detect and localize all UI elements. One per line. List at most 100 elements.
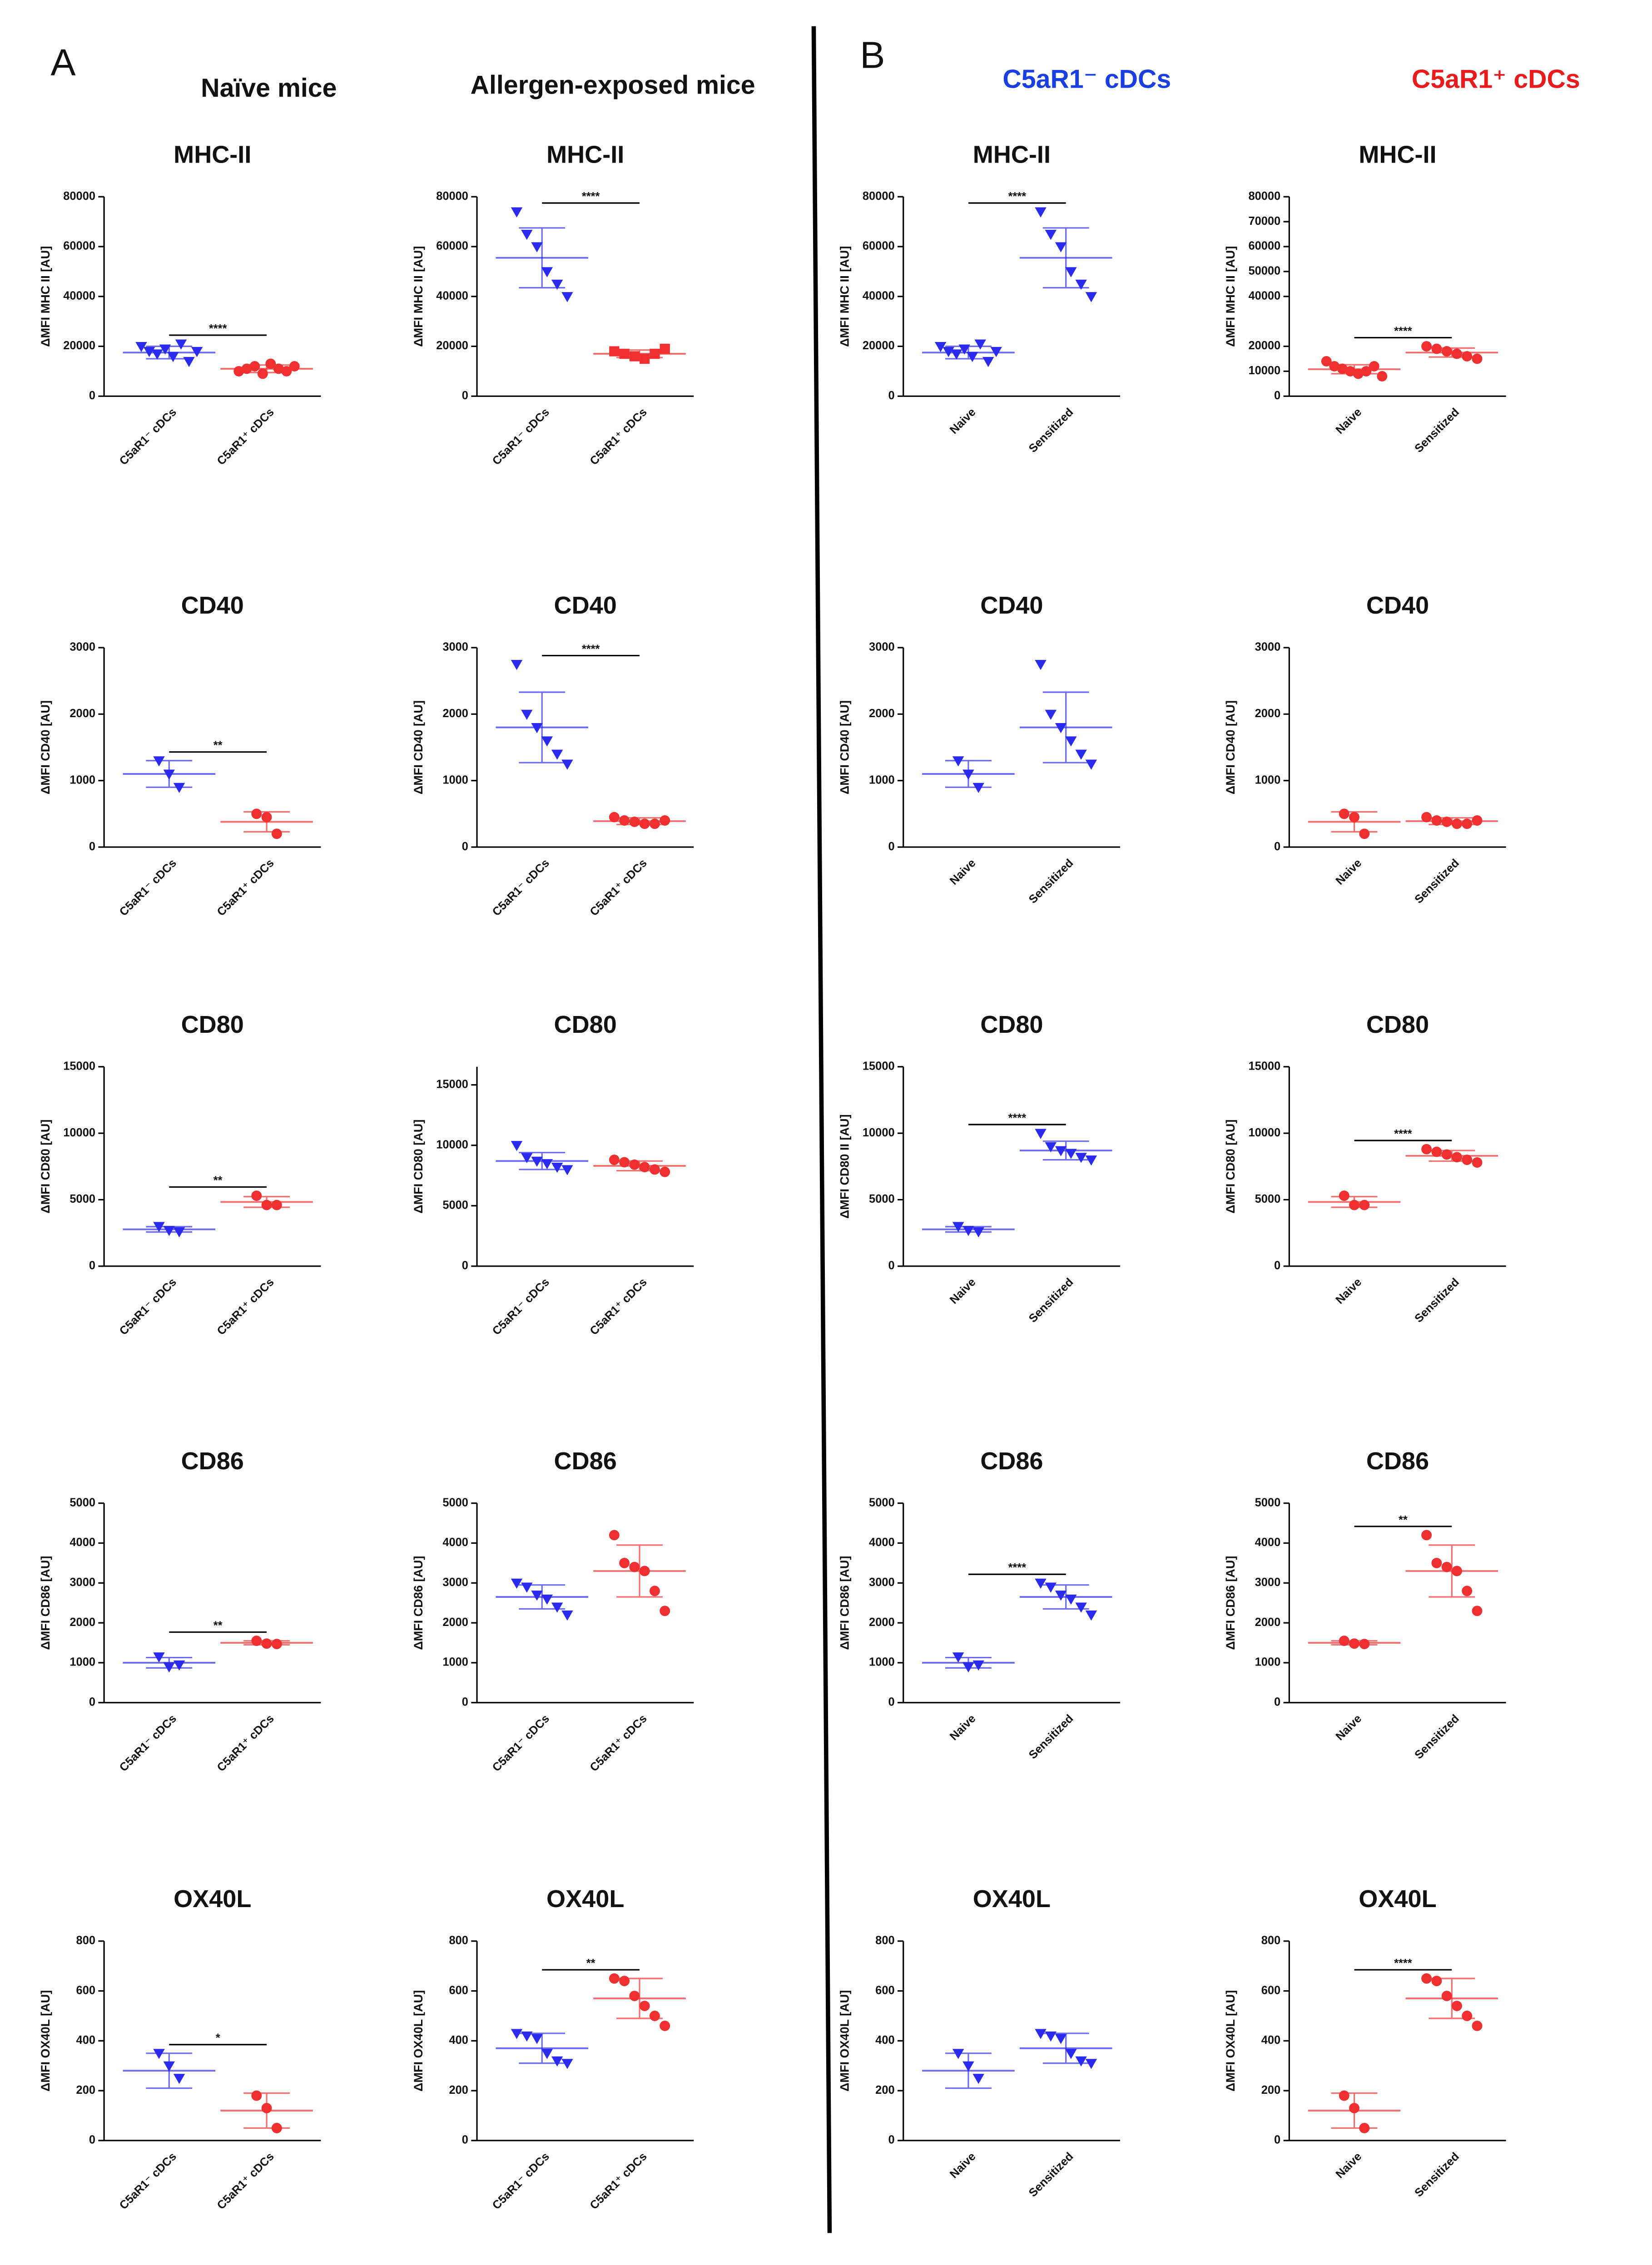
point	[551, 2056, 563, 2067]
point	[1055, 2034, 1067, 2044]
y-tick-label: 40000	[436, 289, 468, 302]
sd-bar	[519, 691, 566, 763]
point	[1321, 356, 1332, 367]
point	[1431, 1557, 1442, 1568]
x-tick-label: Naive	[948, 406, 978, 436]
y-tick-label: 2000	[442, 1616, 468, 1629]
point	[1462, 2011, 1473, 2021]
point	[551, 279, 563, 290]
x-tick-label: C5aR1⁻ cDCs	[490, 1712, 552, 1774]
y-tick-label: 200	[449, 2084, 468, 2096]
y-tick-label: 80000	[1248, 190, 1280, 203]
significance-label: ****	[1394, 1128, 1412, 1140]
y-tick-label: 4000	[442, 1536, 468, 1549]
sd-bar	[945, 345, 992, 360]
y-axis-label: ΔMFI CD80 [AU]	[39, 1120, 52, 1214]
y-tick-label: 0	[888, 389, 894, 402]
y-tick-label: 5000	[1255, 1496, 1281, 1509]
sd-bar	[146, 1226, 193, 1233]
y-tick-label: 5000	[1255, 1193, 1281, 1205]
y-axis-label: ΔMFI CD80 II [AU]	[838, 1114, 852, 1219]
point	[1451, 2001, 1462, 2011]
y-tick-label: 4000	[69, 1536, 95, 1549]
point	[972, 2074, 984, 2084]
point	[1075, 749, 1087, 760]
point	[289, 361, 300, 372]
y-tick-label: 10000	[863, 1126, 895, 1139]
point	[251, 2090, 262, 2101]
y-tick-label: 10000	[436, 1138, 468, 1151]
point	[1045, 1582, 1057, 1593]
y-tick-label: 80000	[436, 190, 468, 203]
y-tick-label: 5000	[869, 1496, 895, 1509]
column-header: Naïve mice	[201, 74, 337, 103]
point	[1085, 1611, 1097, 1621]
y-tick-label: 2000	[69, 707, 95, 720]
panel-title: CD80	[1366, 1011, 1429, 1038]
point	[561, 1165, 573, 1175]
y-axis-label: ΔMFI MHC II [AU]	[39, 246, 52, 347]
sd-bar	[243, 1640, 290, 1646]
panel-title: OX40L	[973, 1885, 1051, 1913]
significance-label: **	[213, 1620, 223, 1632]
sd-bar	[1042, 2032, 1089, 2064]
point	[649, 1164, 660, 1175]
sd-bar	[1042, 227, 1089, 289]
point	[966, 352, 978, 362]
significance-label: **	[213, 1175, 223, 1187]
y-tick-label: 15000	[436, 1078, 468, 1090]
divider	[811, 26, 832, 2233]
y-axis-label: ΔMFI MHC II [AU]	[1224, 246, 1237, 347]
panel-title: CD86	[1366, 1447, 1429, 1475]
y-tick-label: 0	[462, 1259, 468, 1272]
sd-bar	[146, 2052, 193, 2089]
y-tick-label: 400	[875, 2034, 894, 2047]
y-tick-label: 0	[888, 1696, 894, 1709]
point	[551, 749, 563, 760]
y-tick-label: 10000	[63, 1126, 95, 1139]
panel-title: MHC-II	[973, 141, 1051, 168]
point	[135, 342, 147, 352]
y-tick-label: 0	[89, 389, 95, 402]
point	[639, 1162, 650, 1173]
x-tick-label: C5aR1⁻ cDCs	[490, 2150, 552, 2212]
point	[1441, 1149, 1452, 1160]
x-tick-label: Naive	[948, 2150, 978, 2181]
y-tick-label: 4000	[1255, 1536, 1281, 1549]
x-tick-label: C5aR1⁺ cDCs	[215, 1276, 277, 1338]
point	[531, 2034, 543, 2044]
point	[1441, 1561, 1452, 1572]
x-tick-label: C5aR1⁺ cDCs	[215, 406, 277, 467]
point	[619, 1976, 630, 1987]
y-tick-label: 3000	[69, 641, 95, 654]
point	[511, 659, 523, 670]
y-tick-label: 1000	[869, 773, 895, 786]
point	[173, 2074, 185, 2084]
y-tick-label: 2000	[442, 707, 468, 720]
sd-bar	[519, 1152, 566, 1170]
x-tick-label: Sensitized	[1027, 406, 1076, 455]
y-tick-label: 1000	[442, 773, 468, 786]
point	[551, 1602, 563, 1613]
significance-label: ****	[1008, 1561, 1027, 1574]
y-tick-label: 2000	[1255, 1616, 1281, 1629]
point	[952, 2049, 964, 2059]
y-tick-label: 20000	[436, 339, 468, 352]
sd-bar	[1429, 347, 1475, 358]
point	[660, 1166, 670, 1177]
sd-bar	[1042, 1140, 1089, 1161]
y-tick-label: 3000	[1255, 1576, 1281, 1589]
x-tick-label: C5aR1⁻ cDCs	[490, 1276, 552, 1338]
y-tick-label: 40000	[1248, 289, 1280, 302]
y-tick-label: 200	[76, 2084, 95, 2096]
y-tick-label: 60000	[1248, 240, 1280, 253]
point	[1421, 1973, 1432, 1984]
panel-title: CD80	[980, 1011, 1043, 1038]
y-tick-label: 0	[1274, 1259, 1280, 1272]
sd-bar	[1042, 1584, 1089, 1610]
point	[1045, 1142, 1057, 1153]
point	[1472, 2020, 1483, 2031]
sd-bar	[616, 1978, 663, 2019]
point	[1055, 1591, 1067, 1601]
y-tick-label: 3000	[442, 1576, 468, 1589]
